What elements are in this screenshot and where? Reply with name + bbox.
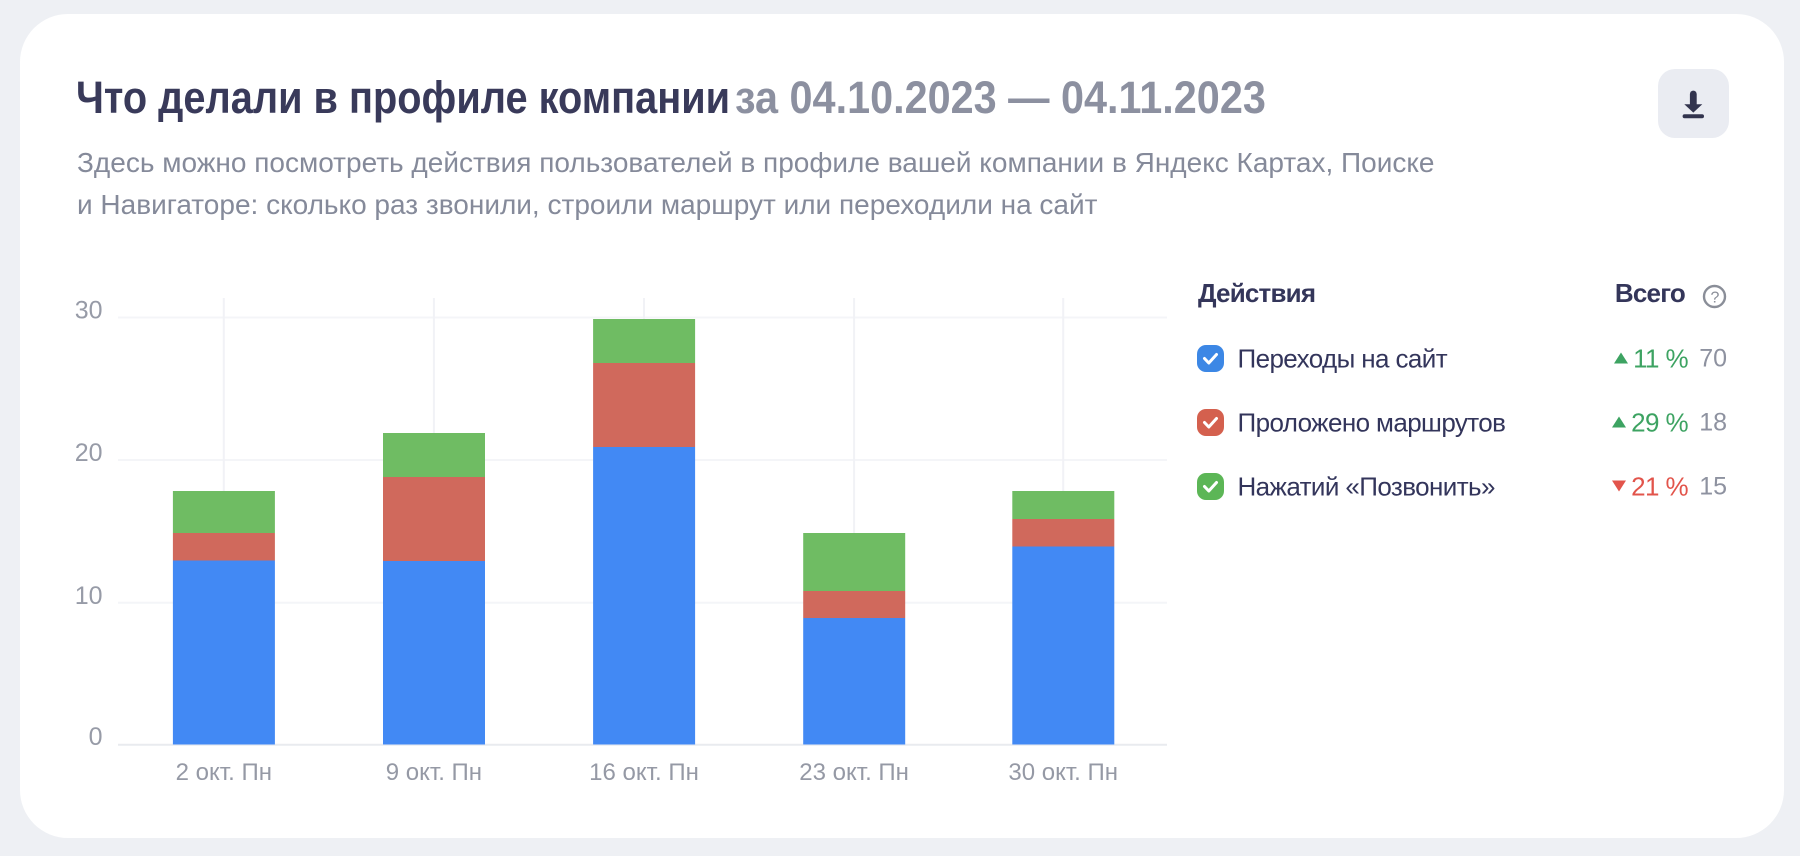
svg-text:16 окт. Пн: 16 окт. Пн (589, 759, 699, 786)
svg-text:2 окт. Пн: 2 окт. Пн (176, 759, 272, 786)
svg-text:30 окт. Пн: 30 окт. Пн (1008, 759, 1118, 786)
svg-text:10: 10 (75, 582, 103, 610)
svg-text:23 окт. Пн: 23 окт. Пн (799, 759, 909, 786)
svg-text:?: ? (1710, 289, 1719, 306)
svg-text:0: 0 (89, 723, 103, 751)
svg-text:9 окт. Пн: 9 окт. Пн (386, 759, 482, 786)
svg-text:30: 30 (75, 297, 103, 325)
svg-text:20: 20 (75, 439, 103, 467)
